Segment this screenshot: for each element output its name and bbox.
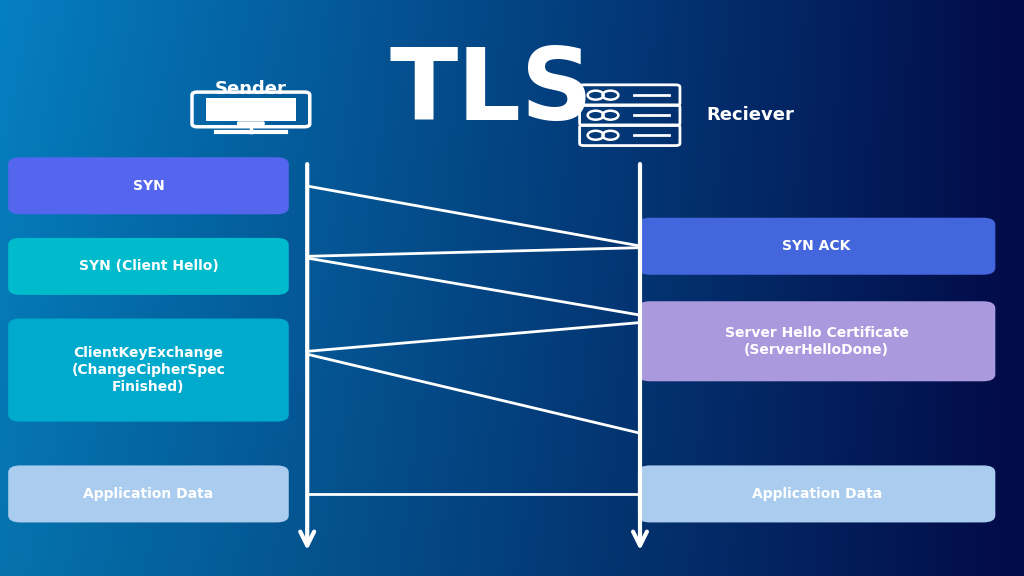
FancyBboxPatch shape — [638, 465, 995, 522]
Text: ClientKeyExchange
(ChangeCipherSpec
Finished): ClientKeyExchange (ChangeCipherSpec Fini… — [72, 346, 225, 395]
FancyBboxPatch shape — [638, 218, 995, 275]
FancyBboxPatch shape — [638, 301, 995, 381]
FancyBboxPatch shape — [206, 98, 296, 122]
Text: Reciever: Reciever — [707, 106, 795, 124]
Text: Application Data: Application Data — [83, 487, 214, 501]
Text: SYN (Client Hello): SYN (Client Hello) — [79, 259, 218, 274]
Text: SYN ACK: SYN ACK — [782, 239, 851, 253]
FancyBboxPatch shape — [8, 157, 289, 214]
Text: SYN: SYN — [132, 179, 165, 193]
FancyBboxPatch shape — [8, 465, 289, 522]
Text: TLS: TLS — [389, 44, 594, 141]
FancyBboxPatch shape — [8, 319, 289, 422]
FancyBboxPatch shape — [237, 122, 265, 127]
Text: Sender: Sender — [215, 80, 287, 98]
Text: Application Data: Application Data — [752, 487, 882, 501]
FancyBboxPatch shape — [8, 238, 289, 295]
Text: Server Hello Certificate
(ServerHelloDone): Server Hello Certificate (ServerHelloDon… — [725, 325, 908, 357]
